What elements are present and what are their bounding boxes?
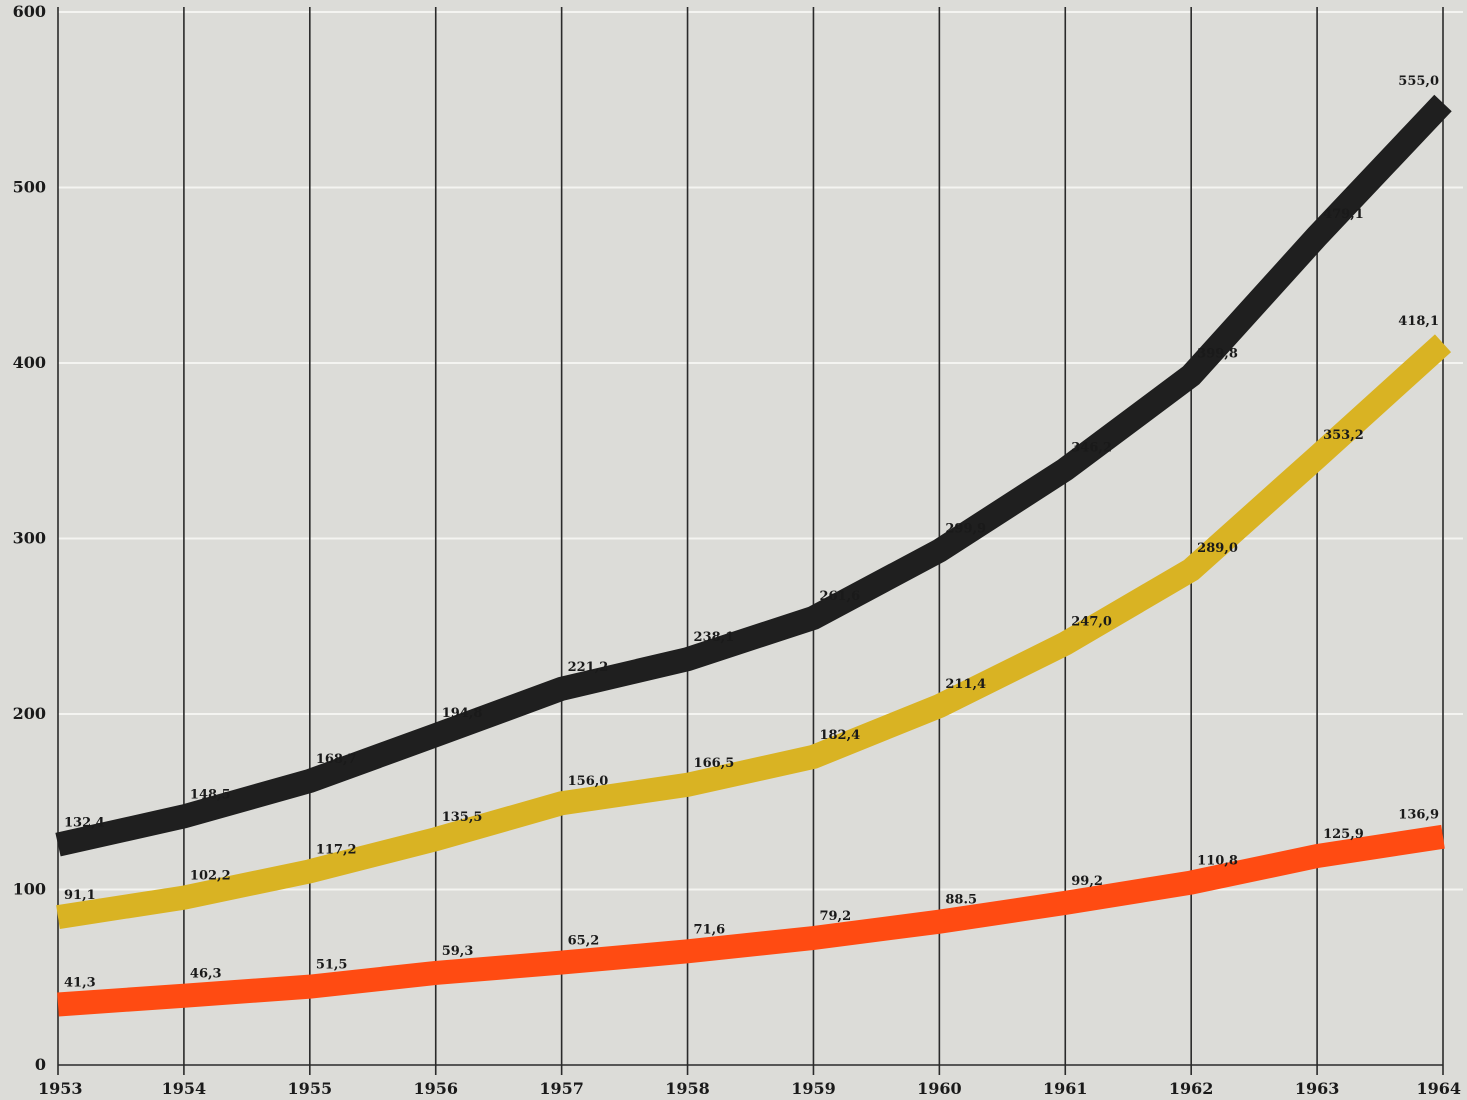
data-label: 211,4	[945, 677, 986, 692]
x-tick-label: 1960	[917, 1079, 962, 1098]
data-label: 102,2	[190, 869, 231, 884]
data-label: 221,2	[568, 660, 609, 675]
x-tick-label: 1957	[539, 1079, 584, 1098]
y-tick-label: 300	[13, 529, 46, 548]
data-label: 46,3	[190, 967, 222, 982]
data-label: 41,3	[64, 976, 96, 991]
data-label: 555,0	[1398, 74, 1439, 89]
x-tick-label: 1955	[288, 1079, 333, 1098]
data-label: 71,6	[694, 922, 726, 937]
data-label: 99,2	[1071, 874, 1103, 889]
data-label: 148,5	[190, 787, 231, 802]
data-label: 247,0	[1071, 615, 1112, 630]
x-tick-label: 1954	[162, 1079, 207, 1098]
data-label: 299,9	[945, 522, 986, 537]
y-tick-label: 200	[13, 704, 46, 723]
data-label: 110,8	[1197, 854, 1238, 869]
horizontal-gridlines	[58, 11, 1463, 891]
x-tick-label: 1964	[1416, 1079, 1461, 1098]
data-label: 156,0	[568, 774, 609, 789]
x-tick-label: 1961	[1043, 1079, 1088, 1098]
data-label: 418,1	[1398, 314, 1439, 329]
data-labels: 132,4 148,5 168,7 194,8 221,2 238,1 261,6 299,9…	[64, 74, 1439, 991]
data-label: 346,2	[1071, 440, 1112, 455]
y-tick-label: 600	[13, 2, 46, 21]
series-layer	[55, 94, 1452, 1017]
x-tick-label: 1963	[1295, 1079, 1340, 1098]
data-label: 479,1	[1323, 207, 1364, 222]
data-label: 59,3	[442, 944, 474, 959]
data-label: 136,9	[1398, 808, 1439, 823]
x-tick-label: 1962	[1169, 1079, 1214, 1098]
data-label: 182,4	[819, 728, 860, 743]
series-line-1	[56, 334, 1452, 929]
data-label: 289,0	[1197, 541, 1238, 556]
data-label: 238,1	[694, 630, 735, 645]
data-label: 353,2	[1323, 428, 1364, 443]
series-line-2	[57, 824, 1445, 1017]
data-label: 132,4	[64, 816, 105, 831]
data-label: 261,6	[819, 589, 860, 604]
y-axis-ticks: 0 100 200 300 400 500 600	[13, 2, 46, 1074]
data-label: 79,2	[819, 909, 851, 924]
y-tick-label: 100	[13, 880, 46, 899]
x-tick-label: 1956	[413, 1079, 458, 1098]
x-tick-label: 1953	[38, 1079, 83, 1098]
data-label: 88.5	[945, 893, 977, 908]
data-label: 399,8	[1197, 346, 1238, 361]
data-label: 125,9	[1323, 827, 1364, 842]
data-label: 51,5	[316, 958, 348, 973]
data-label: 65,2	[568, 934, 600, 949]
series-line-0	[55, 94, 1452, 857]
data-label: 135,5	[442, 810, 483, 825]
data-label: 168,7	[316, 752, 357, 767]
y-tick-label: 400	[13, 353, 46, 372]
y-tick-label: 500	[13, 178, 46, 197]
x-tick-label: 1959	[791, 1079, 836, 1098]
x-axis-ticks: 1953 1954 1955 1956 1957 1958 1959 1960 1961 1962…	[38, 1079, 1461, 1098]
data-label: 117,2	[316, 842, 357, 857]
data-label: 194,8	[442, 706, 483, 721]
x-tick-label: 1958	[665, 1079, 710, 1098]
y-tick-label: 0	[35, 1055, 46, 1074]
data-label: 166,5	[694, 756, 735, 771]
data-label: 91,1	[64, 888, 96, 903]
